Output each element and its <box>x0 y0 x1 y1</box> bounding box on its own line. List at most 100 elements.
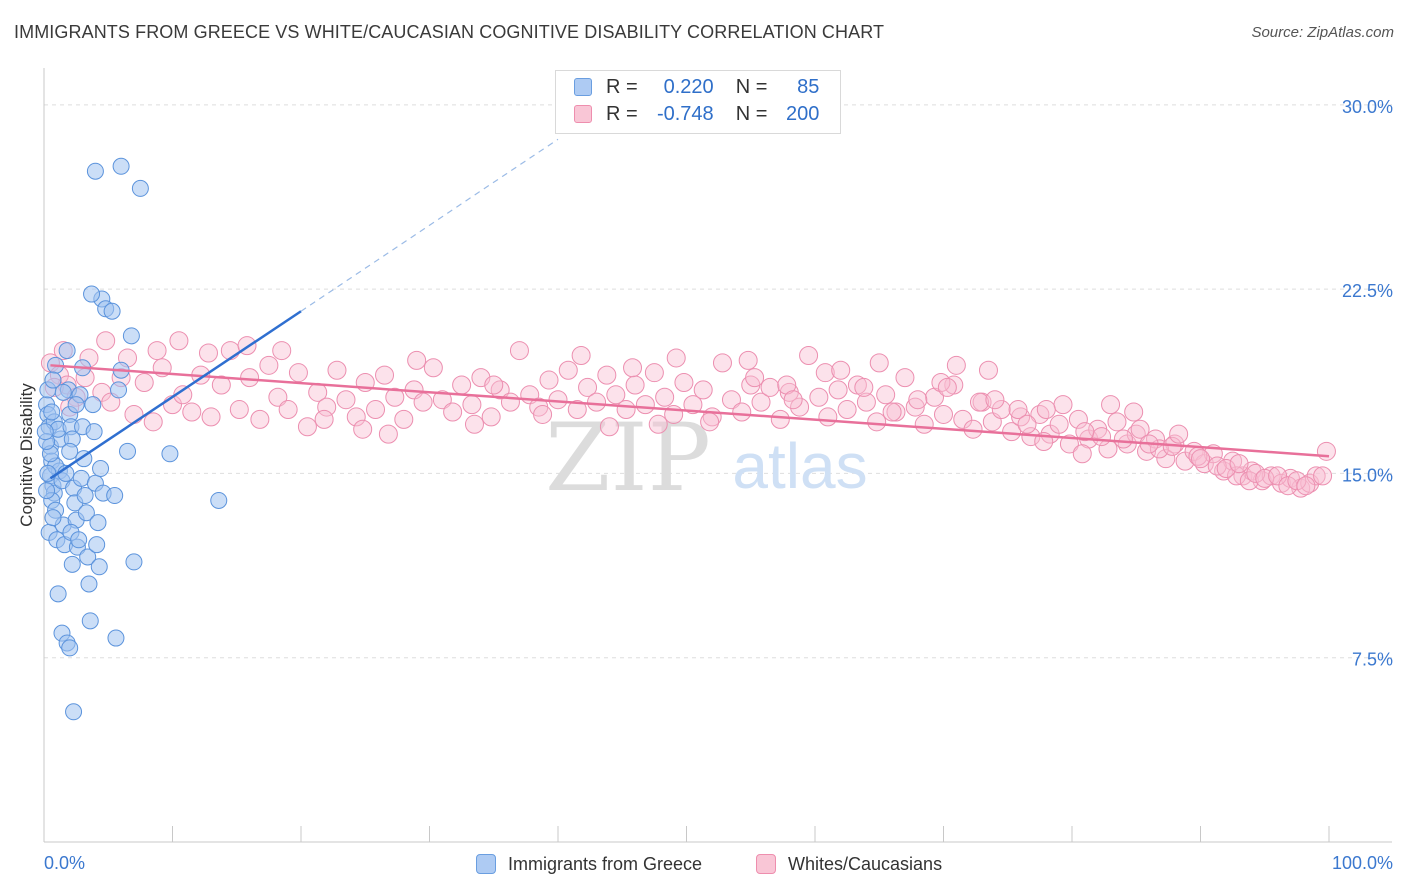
data-point-white <box>969 392 989 412</box>
data-point-white <box>147 341 167 361</box>
data-point-white <box>443 402 463 422</box>
data-point-greece <box>79 548 97 566</box>
data-point-greece <box>90 558 108 576</box>
data-point-greece <box>77 504 95 522</box>
data-point-greece <box>70 531 88 549</box>
grid-lines <box>44 104 1392 659</box>
data-point-greece <box>61 639 79 657</box>
data-point-white <box>760 377 780 397</box>
data-point-white <box>423 358 443 378</box>
watermark-atlas: atlas <box>732 430 867 502</box>
data-point-white <box>1068 409 1088 429</box>
data-point-greece <box>92 460 110 478</box>
data-point-white <box>297 417 317 437</box>
data-point-white <box>1101 395 1121 415</box>
data-point-greece <box>49 585 67 603</box>
data-point-white <box>953 409 973 429</box>
data-point-white <box>407 350 427 370</box>
data-point-white <box>198 343 218 363</box>
data-point-white <box>623 358 643 378</box>
legend-n-value-white: 200 <box>786 102 820 125</box>
data-point-white <box>683 395 703 415</box>
data-point-white <box>484 375 504 395</box>
data-point-white <box>1124 402 1144 422</box>
legend-n-label: N = <box>735 75 768 98</box>
data-point-greece <box>58 342 76 360</box>
data-point-white <box>854 377 874 397</box>
data-point-white <box>1313 466 1333 486</box>
data-point-white <box>327 360 347 380</box>
data-point-white <box>1107 412 1127 432</box>
data-point-white <box>211 375 231 395</box>
data-point-white <box>937 377 957 397</box>
data-point-white <box>876 385 896 405</box>
data-point-white <box>978 360 998 380</box>
bottom-legend-white: Whites/Caucasians <box>756 852 942 876</box>
data-point-greece <box>125 553 143 571</box>
data-point-white <box>934 404 953 424</box>
legend-r-value-greece: 0.220 <box>663 75 714 98</box>
bottom-legend-swatch-white <box>756 854 776 874</box>
data-point-greece <box>81 612 99 630</box>
data-point-white <box>96 331 116 351</box>
data-point-white <box>558 360 578 380</box>
data-point-white <box>1092 427 1112 447</box>
data-point-white <box>700 412 720 432</box>
data-point-greece <box>39 464 57 482</box>
data-point-white <box>837 400 857 420</box>
data-point-greece <box>54 383 72 401</box>
data-point-white <box>353 419 373 439</box>
data-point-greece <box>119 442 137 460</box>
data-point-white <box>394 409 414 429</box>
series-white-points <box>40 331 1336 498</box>
y-tick-label: 15.0% <box>1342 465 1393 485</box>
data-point-white <box>809 387 829 407</box>
data-point-white <box>490 380 510 400</box>
data-point-white <box>278 400 298 420</box>
data-point-white <box>1216 459 1236 479</box>
data-point-white <box>452 375 472 395</box>
data-point-white <box>366 400 386 420</box>
data-point-greece <box>72 469 90 487</box>
data-point-white <box>567 400 587 420</box>
watermark: ZIP atlas <box>545 404 867 513</box>
data-point-white <box>1049 414 1069 434</box>
data-point-white <box>288 363 308 383</box>
data-point-white <box>314 409 334 429</box>
data-point-greece <box>76 487 94 505</box>
data-point-white <box>124 404 144 424</box>
data-point-greece <box>122 327 140 345</box>
data-point-white <box>869 353 889 373</box>
data-point-white <box>1075 422 1095 442</box>
data-point-white <box>599 417 619 437</box>
data-point-white <box>908 390 928 410</box>
data-point-greece <box>210 491 228 509</box>
data-point-white <box>509 341 529 361</box>
data-point-white <box>378 424 398 444</box>
data-point-white <box>991 400 1011 420</box>
data-point-white <box>250 409 270 429</box>
data-point-white <box>1229 454 1249 474</box>
data-point-white <box>1246 463 1266 483</box>
source-label: Source: ZipAtlas.com <box>1251 24 1394 41</box>
data-point-white <box>985 390 1005 410</box>
data-point-greece <box>67 396 85 414</box>
data-point-white <box>770 409 790 429</box>
legend-row-greece: R = 0.220 N = 85 <box>574 75 819 99</box>
data-point-white <box>606 385 626 405</box>
data-point-white <box>413 392 433 412</box>
data-point-white <box>831 360 851 380</box>
data-point-white <box>931 373 951 393</box>
data-point-white <box>500 392 520 412</box>
trend-line-white <box>50 364 1330 458</box>
data-point-white <box>597 365 617 385</box>
data-point-white <box>201 407 221 427</box>
data-point-white <box>1316 441 1336 461</box>
data-point-white <box>1059 434 1079 454</box>
data-point-white <box>182 402 202 422</box>
data-point-white <box>229 400 249 420</box>
data-point-white <box>963 419 983 439</box>
data-point-greece <box>38 482 56 500</box>
data-point-greece <box>107 629 125 647</box>
